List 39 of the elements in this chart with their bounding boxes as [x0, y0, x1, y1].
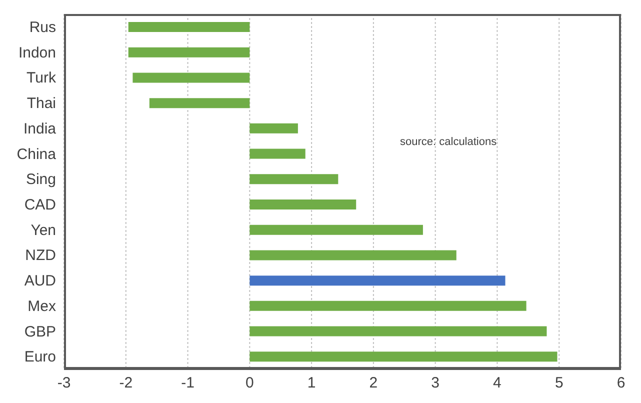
x-tick-label: 3 [431, 374, 440, 392]
x-tick-label: 5 [554, 374, 564, 392]
y-tick-label: China [16, 146, 57, 163]
bar [250, 250, 456, 260]
y-tick-label: Sing [26, 171, 56, 188]
x-tick-label: 2 [369, 374, 378, 392]
bar [250, 276, 506, 286]
x-tick-label: -2 [119, 374, 133, 392]
bar [128, 47, 250, 58]
bar [128, 22, 250, 32]
y-tick-label: CAD [24, 196, 56, 214]
y-tick-label: Yen [30, 222, 56, 239]
y-tick-label: Indon [18, 44, 56, 62]
bar [250, 300, 526, 311]
bar [132, 72, 250, 83]
bar [250, 174, 338, 184]
y-tick-label: NZD [25, 247, 56, 264]
bar [250, 352, 558, 362]
y-tick-label: Mex [28, 298, 56, 315]
bar [250, 148, 306, 159]
y-tick-label: AUD [24, 272, 56, 290]
bar [250, 123, 298, 134]
x-tick-label: -3 [57, 374, 71, 392]
x-tick-label: 4 [493, 374, 502, 392]
bar [250, 224, 423, 235]
y-tick-label: India [23, 120, 57, 138]
bar [250, 326, 547, 336]
x-tick-label: 0 [245, 374, 254, 392]
y-tick-label: GBP [24, 323, 56, 340]
x-tick-label: -1 [181, 374, 194, 392]
annotation: source: calculations [400, 136, 497, 148]
y-tick-label: Euro [24, 348, 56, 366]
x-tick-label: 6 [616, 374, 626, 392]
bar [250, 200, 356, 210]
x-tick-label: 1 [307, 374, 316, 392]
y-tick-label: Turk [26, 70, 56, 87]
y-tick-label: Rus [29, 19, 56, 36]
y-tick-label: Thai [26, 95, 56, 112]
bar [149, 98, 250, 108]
